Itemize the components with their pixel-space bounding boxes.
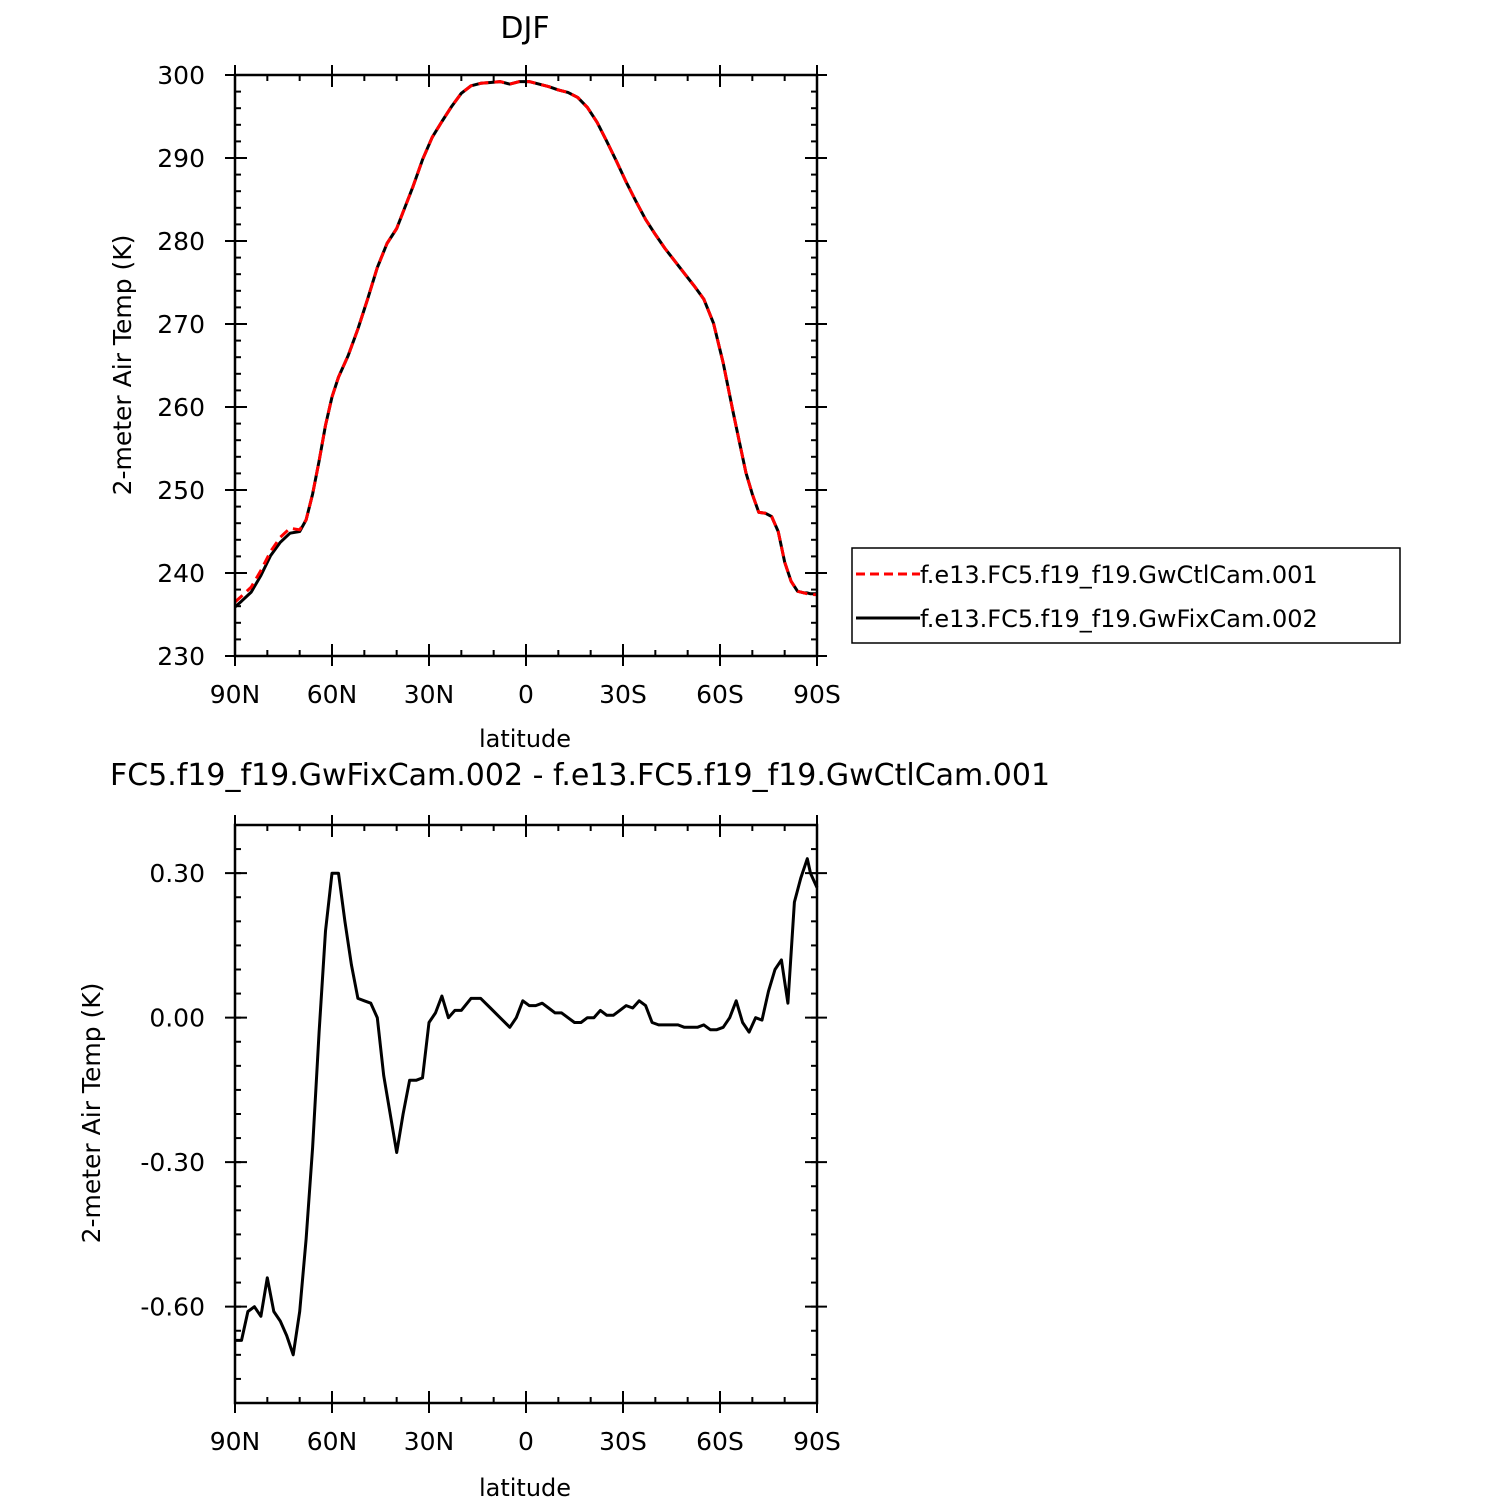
top-x-tick-label: 60N [307,680,358,709]
top-x-tick-label: 90S [793,680,841,709]
top-y-axis-label: 2-meter Air Temp (K) [108,235,137,496]
top-series-line-0 [234,80,817,604]
top-x-tick-label: 30S [599,680,647,709]
bottom-y-tick-label: -0.30 [140,1148,205,1177]
bottom-y-tick-label: 0.30 [149,859,205,888]
top-series-line-1 [234,80,817,609]
top-x-tick-label: 90N [210,680,261,709]
top-plot-frame [233,73,819,658]
top-y-tick-label: 270 [157,310,205,339]
legend-label-fix: f.e13.FC5.f19_f19.GwFixCam.002 [920,605,1318,633]
top-y-tick-label: 250 [157,476,205,505]
legend: f.e13.FC5.f19_f19.GwCtlCam.001 f.e13.FC5… [851,547,1401,644]
top-x-tick-label: 0 [518,680,534,709]
legend-label-ctl: f.e13.FC5.f19_f19.GwCtlCam.001 [920,561,1318,589]
top-y-tick-label: 300 [157,61,205,90]
top-y-tick-label: 280 [157,227,205,256]
top-y-tick-label: 290 [157,144,205,173]
bottom-x-tick-label: 30S [599,1427,647,1456]
bottom-x-tick-label: 90S [793,1427,841,1456]
bottom-panel-difference: FC5.f19_f19.GwFixCam.002 - f.e13.FC5.f19… [77,758,1050,1502]
bottom-x-tick-label: 30N [404,1427,455,1456]
bottom-chart-title: FC5.f19_f19.GwFixCam.002 - f.e13.FC5.f19… [110,758,1050,793]
bottom-x-tick-label: 60N [307,1427,358,1456]
bottom-y-tick-label: -0.60 [140,1293,205,1322]
bottom-series-line-0 [235,857,819,1357]
top-y-tick-label: 230 [157,642,205,671]
bottom-x-axis-label: latitude [479,1474,571,1502]
top-panel-djf: DJF 2-meter Air Temp (K) latitude 90N 60N… [108,11,841,753]
top-y-tick-label: 240 [157,559,205,588]
bottom-x-tick-label: 90N [210,1427,261,1456]
legend-box [851,547,1401,644]
top-x-tick-label: 30N [404,680,455,709]
top-x-axis-label: latitude [479,725,571,753]
bottom-y-tick-label: 0.00 [149,1004,205,1033]
top-y-tick-label: 260 [157,393,205,422]
bottom-y-axis-label: 2-meter Air Temp (K) [77,983,106,1244]
top-x-tick-label: 60S [696,680,744,709]
bottom-x-tick-label: 0 [518,1427,534,1456]
bottom-plot-frame [233,823,819,1405]
bottom-x-tick-label: 60S [696,1427,744,1456]
top-chart-title: DJF [500,11,549,46]
